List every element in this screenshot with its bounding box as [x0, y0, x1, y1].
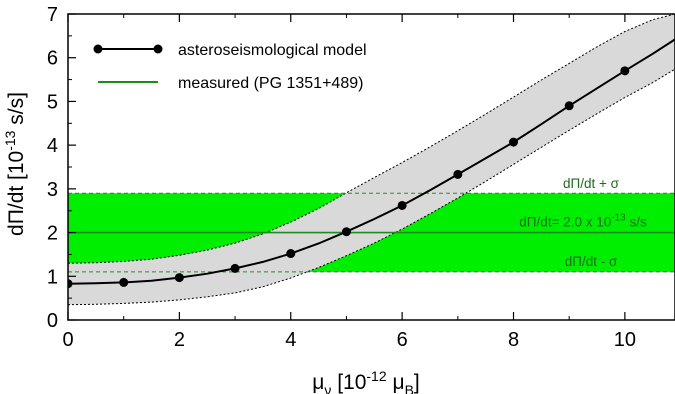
y-tick-label: 2 — [47, 223, 58, 245]
model-band-lower-edge — [68, 68, 675, 306]
x-tick-label: 10 — [614, 329, 636, 351]
x-tick-label: 0 — [62, 329, 73, 351]
x-tick-label: 6 — [397, 329, 408, 351]
y-tick-label: 6 — [47, 48, 58, 70]
y-axis-label: dΠ/dt [10-13 s/s] — [2, 92, 28, 236]
model-point — [174, 273, 184, 283]
x-axis-label: μν [10-12 μB] — [312, 368, 420, 394]
y-tick-label: 1 — [47, 266, 58, 288]
axis-ticks: 0 1 2 3 4 5 6 7 0 2 4 6 8 10 — [47, 4, 675, 351]
y-tick-label: 4 — [47, 135, 58, 157]
model-point — [341, 227, 351, 237]
x-tick-label: 8 — [508, 329, 519, 351]
x-tick-label: 4 — [285, 329, 296, 351]
y-tick-label: 5 — [47, 91, 58, 113]
model-point — [230, 263, 240, 273]
legend: asteroseismological model measured (PG 1… — [93, 42, 367, 92]
model-point — [397, 200, 407, 210]
model-point — [68, 279, 73, 289]
model-point — [620, 66, 630, 76]
annotation-upper: dΠ/dt + σ — [563, 176, 620, 191]
chart-marks — [68, 14, 675, 306]
model-point — [453, 169, 463, 179]
legend-measured-label: measured (PG 1351+489) — [178, 75, 363, 92]
y-tick-label: 0 — [47, 310, 58, 332]
y-tick-label: 3 — [47, 179, 58, 201]
annotation-middle: dΠ/dt= 2.0 x 10-13 s/s — [519, 213, 647, 230]
annotation-lower: dΠ/dt - σ — [565, 254, 618, 269]
legend-model-marker — [93, 44, 103, 54]
model-line — [68, 38, 675, 285]
model-point — [119, 277, 129, 287]
model-point — [286, 249, 296, 259]
model-point — [564, 101, 574, 111]
y-tick-label: 7 — [47, 4, 58, 26]
legend-model-marker — [153, 44, 163, 54]
model-uncertainty-band — [68, 14, 675, 305]
x-tick-label: 2 — [174, 329, 185, 351]
legend-model-label: asteroseismological model — [178, 42, 367, 59]
model-point — [509, 137, 519, 147]
